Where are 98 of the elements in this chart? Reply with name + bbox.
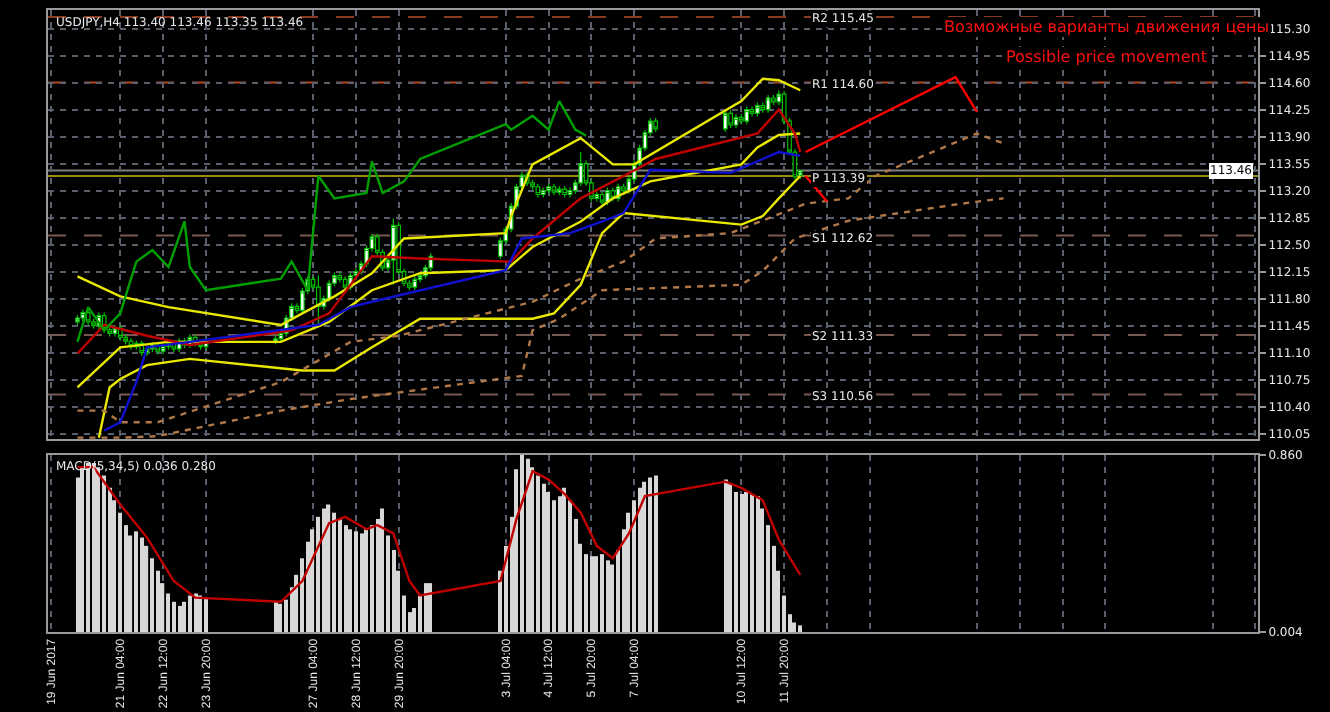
bar [338, 518, 342, 632]
bar [140, 537, 144, 632]
bar [594, 556, 598, 632]
candlestick [530, 179, 535, 191]
bar [728, 483, 732, 632]
annotation: Possible price movement [1006, 48, 1207, 66]
line-series [76, 77, 802, 327]
bar [428, 583, 432, 632]
annotation: Возможные варианты движения цены [944, 18, 1270, 36]
bar [198, 595, 202, 632]
bar [558, 496, 562, 632]
candlestick [551, 183, 557, 196]
bar [86, 463, 90, 632]
candlestick [765, 94, 771, 114]
line-series [76, 197, 1005, 439]
bar [326, 504, 331, 632]
bar [278, 603, 283, 632]
bar [590, 556, 594, 632]
bar [96, 467, 100, 632]
candlestick [546, 183, 551, 195]
candlestick [75, 314, 80, 326]
bar [520, 454, 524, 632]
bar [194, 593, 198, 632]
bar [734, 492, 738, 632]
candlestick [760, 102, 766, 114]
candlestick [412, 275, 418, 291]
candlestick [578, 151, 584, 187]
candlestick [738, 113, 744, 125]
bar [562, 487, 566, 632]
candlestick [535, 183, 541, 199]
candlestick [556, 185, 562, 196]
candlestick [744, 105, 750, 125]
bar [92, 463, 96, 632]
candlestick [123, 333, 129, 345]
bar [756, 496, 760, 632]
bar [364, 529, 368, 632]
bar [182, 601, 186, 632]
candlestick [771, 94, 776, 106]
candlestick [562, 185, 568, 199]
candlestick [567, 186, 573, 199]
bar [178, 605, 182, 632]
candlestick [621, 183, 626, 195]
line-series [76, 108, 802, 355]
candlestick [540, 186, 546, 199]
candlestick [80, 308, 86, 322]
bar [144, 545, 149, 632]
bar [724, 479, 728, 632]
bar [526, 458, 530, 632]
bar [600, 554, 604, 632]
bar [542, 483, 546, 632]
line-series [76, 132, 1005, 424]
bar [798, 625, 802, 632]
candlestick [722, 109, 728, 133]
bar [360, 533, 364, 632]
candlestick [599, 190, 605, 206]
candlestick [755, 102, 760, 118]
bar [552, 500, 556, 632]
bar [424, 583, 428, 632]
bar [172, 601, 176, 632]
candlestick [326, 279, 332, 303]
bar [80, 467, 84, 632]
bar [316, 516, 320, 632]
candlestick [749, 105, 755, 118]
bar [380, 508, 384, 632]
bar [332, 512, 336, 632]
bar [354, 531, 358, 632]
candlestick [417, 271, 423, 284]
bar [606, 560, 610, 632]
bar [642, 481, 647, 632]
bar [792, 622, 796, 632]
bar [322, 508, 326, 632]
candlestick [85, 308, 91, 326]
bar [536, 475, 540, 632]
bar [204, 597, 208, 632]
candlestick [342, 275, 348, 291]
bar [654, 475, 658, 632]
bar [530, 467, 534, 632]
bar [102, 475, 106, 632]
line-series [76, 132, 802, 389]
candlestick [653, 117, 659, 133]
bar [348, 529, 352, 632]
candlestick [733, 113, 739, 129]
bar [188, 595, 192, 632]
bar [546, 492, 550, 632]
candlestick [337, 271, 343, 284]
bar [274, 601, 278, 632]
bar [134, 531, 138, 632]
bar [750, 494, 754, 632]
bar [370, 525, 374, 632]
candlestick [728, 109, 734, 129]
bar [638, 487, 642, 632]
candlestick [91, 318, 96, 330]
bar [648, 477, 652, 632]
candlestick [160, 342, 166, 355]
bar [344, 525, 348, 632]
bar [744, 492, 748, 632]
bar [740, 494, 744, 632]
line-series [76, 99, 588, 344]
